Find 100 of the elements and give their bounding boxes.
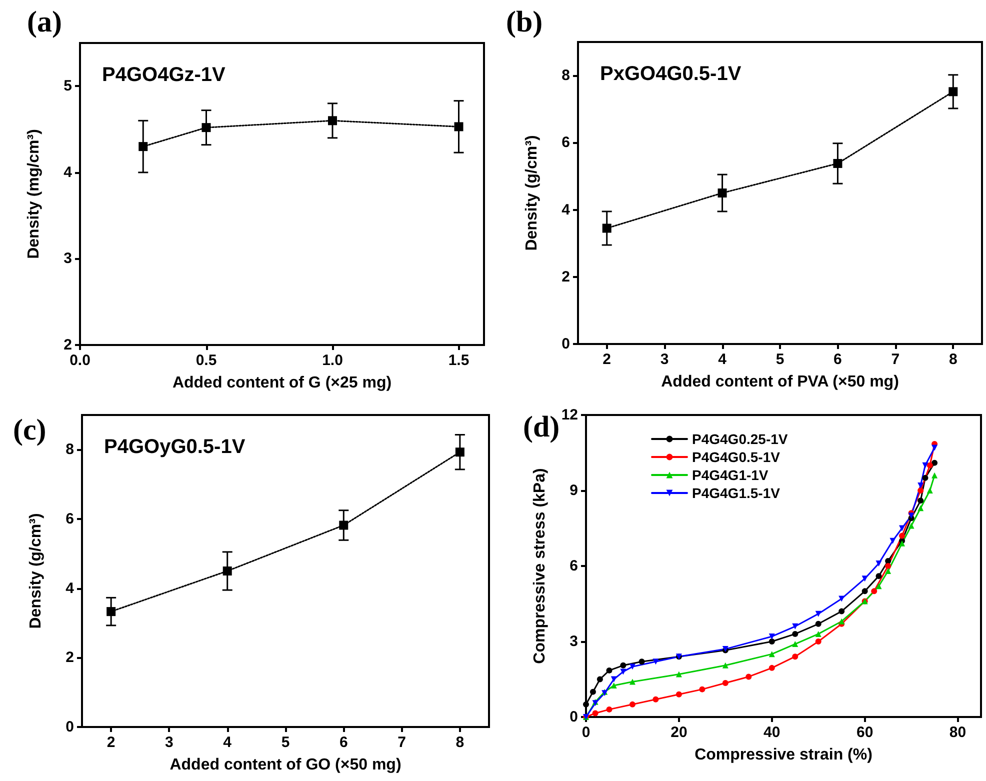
point <box>871 588 878 594</box>
y-tick-label: 3 <box>570 633 578 650</box>
y-tick-label: 0 <box>562 336 570 352</box>
point <box>768 638 775 644</box>
point <box>899 540 905 546</box>
x-axis-title: Added content of G (×25 mg) <box>172 374 392 392</box>
point <box>610 682 617 689</box>
point <box>699 686 706 692</box>
point <box>908 512 914 519</box>
y-tick-label: 6 <box>562 134 570 152</box>
x-axis-title: Added content of GO (×50 mg) <box>170 756 402 774</box>
point <box>876 560 882 566</box>
y-axis-title: Density (mg/cm³) <box>26 129 42 259</box>
point <box>638 658 645 665</box>
y-tick-label: 3 <box>64 250 72 268</box>
point <box>592 710 598 716</box>
point <box>718 188 727 198</box>
chart-title: (c) <box>13 414 46 446</box>
x-tick-label: 5 <box>281 734 290 751</box>
x-tick-label: 7 <box>398 734 406 751</box>
x-tick-label: 20 <box>670 724 688 741</box>
point <box>746 674 752 680</box>
point <box>899 532 905 539</box>
point <box>792 641 798 648</box>
point <box>596 676 603 682</box>
x-tick-label: 1.5 <box>448 352 470 369</box>
point <box>948 87 958 96</box>
point <box>815 620 822 627</box>
point <box>922 462 928 468</box>
y-tick-label: 8 <box>562 67 570 84</box>
x-tick-label: 8 <box>948 351 958 368</box>
point <box>792 630 798 637</box>
annotation: P4GOyG0.5-1V <box>104 436 246 458</box>
x-tick-label: 0.0 <box>70 352 90 369</box>
chart-title: (a) <box>27 6 62 38</box>
legend-label: P4G4G1-1V <box>692 467 769 483</box>
point <box>676 671 682 678</box>
point <box>620 662 626 668</box>
legend-label: P4G4G0.25-1V <box>692 431 788 447</box>
point <box>328 116 337 126</box>
point <box>722 680 728 686</box>
point <box>629 678 636 685</box>
point <box>815 638 822 644</box>
point <box>138 142 148 152</box>
point <box>932 444 938 451</box>
y-tick-label: 4 <box>64 164 73 181</box>
point <box>918 498 924 504</box>
x-tick-label: 5 <box>776 351 784 368</box>
x-tick-label: 40 <box>764 724 780 741</box>
x-tick-label: 0.5 <box>196 352 217 369</box>
y-tick-label: 0 <box>570 708 578 726</box>
annotation: P4GO4Gz-1V <box>102 64 226 86</box>
point <box>620 668 626 675</box>
y-tick-label: 8 <box>66 441 74 458</box>
point <box>629 701 636 708</box>
x-tick-label: 4 <box>223 734 232 751</box>
point <box>918 505 924 512</box>
x-tick-label: 60 <box>856 724 874 741</box>
x-tick-label: 6 <box>339 734 348 751</box>
point <box>629 664 636 670</box>
point <box>838 608 845 614</box>
y-tick-label: 4 <box>562 201 571 218</box>
y-tick-label: 12 <box>561 406 578 424</box>
y-axis-title: Density (g/cm³) <box>28 513 44 629</box>
x-tick-label: 2 <box>602 351 612 368</box>
point <box>899 525 905 532</box>
point <box>202 123 211 132</box>
x-tick-label: 3 <box>165 734 174 751</box>
point <box>222 566 232 576</box>
point <box>833 158 842 168</box>
point <box>602 224 612 233</box>
point <box>815 610 822 617</box>
x-tick-label: 8 <box>456 734 464 751</box>
point <box>926 488 933 494</box>
y-tick-label: 2 <box>64 336 72 354</box>
point <box>676 691 682 698</box>
x-tick-label: 1.0 <box>322 352 343 369</box>
point <box>918 482 924 488</box>
point <box>610 676 617 682</box>
x-axis-title: Added content of PVA (×50 mg) <box>661 374 899 390</box>
x-tick-label: 2 <box>106 734 116 751</box>
point <box>838 618 845 624</box>
chart-title: (b) <box>506 6 543 38</box>
point <box>890 538 896 544</box>
x-tick-label: 3 <box>660 351 669 368</box>
y-tick-label: 6 <box>570 558 578 574</box>
y-tick-label: 6 <box>66 510 74 528</box>
point <box>454 122 464 132</box>
point <box>583 701 589 708</box>
point <box>908 522 914 529</box>
point <box>106 607 116 616</box>
y-tick-label: 2 <box>66 649 74 666</box>
point <box>652 696 659 702</box>
point <box>768 651 775 658</box>
point <box>455 448 464 457</box>
x-tick-label: 80 <box>949 724 966 741</box>
point <box>885 568 892 574</box>
point <box>932 472 938 478</box>
x-axis-title: Compressive strain (%) <box>694 746 872 764</box>
point <box>792 623 798 630</box>
